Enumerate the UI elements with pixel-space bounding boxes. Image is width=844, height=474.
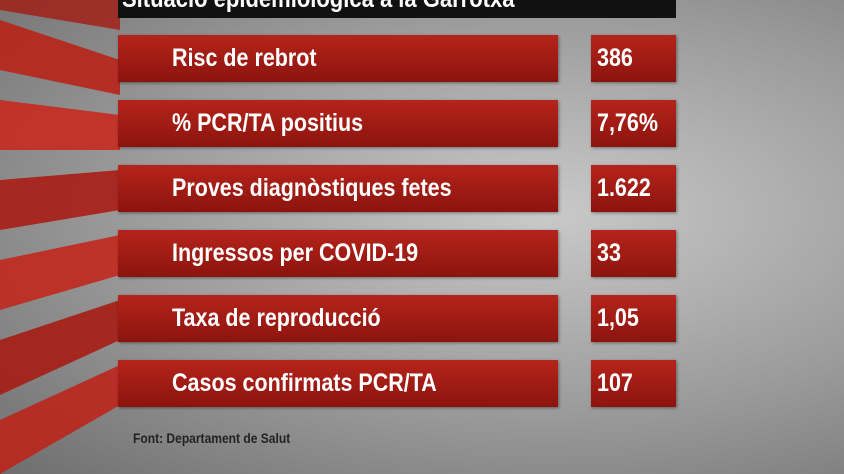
title: Situació epidemiològica a la Garrotxa	[122, 0, 514, 18]
row-label: Risc de rebrot	[118, 35, 558, 82]
row-value: 33	[591, 230, 676, 277]
row-label: % PCR/TA positius	[118, 100, 558, 147]
row-value-text: 1,05	[597, 304, 639, 332]
row-label-text: Risc de rebrot	[172, 44, 317, 72]
row-label-text: Ingressos per COVID-19	[172, 239, 419, 267]
title-bar: Situació epidemiològica a la Garrotxa	[118, 0, 676, 18]
row-value: 7,76%	[591, 100, 676, 147]
row-value: 1.622	[591, 165, 676, 212]
row-label-text: Casos confirmats PCR/TA	[172, 369, 437, 397]
row-value: 107	[591, 360, 676, 407]
row-value-text: 7,76%	[597, 109, 658, 137]
row-label: Taxa de reproducció	[118, 295, 558, 342]
row-value-text: 386	[597, 44, 633, 72]
source: Font: Departament de Salut	[133, 430, 291, 446]
row-value-text: 1.622	[597, 174, 651, 202]
row-label: Ingressos per COVID-19	[118, 230, 558, 277]
row-value-text: 107	[597, 369, 633, 397]
row-label: Casos confirmats PCR/TA	[118, 360, 558, 407]
row-label-text: % PCR/TA positius	[172, 109, 364, 137]
row-label-text: Proves diagnòstiques fetes	[172, 174, 452, 202]
row-label: Proves diagnòstiques fetes	[118, 165, 558, 212]
row-value: 386	[591, 35, 676, 82]
row-label-text: Taxa de reproducció	[172, 304, 381, 332]
row-value-text: 33	[597, 239, 621, 267]
row-value: 1,05	[591, 295, 676, 342]
